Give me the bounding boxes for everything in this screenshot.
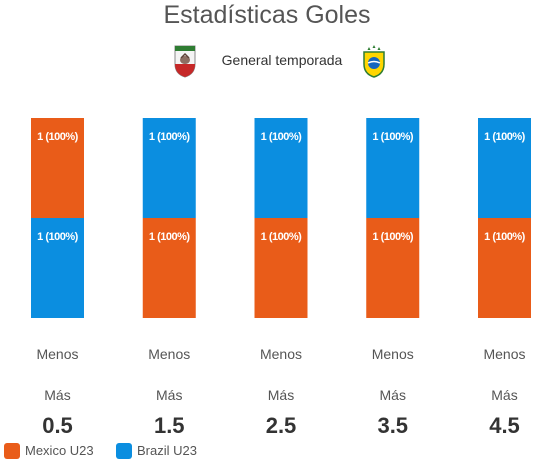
- bar-brazil-u23-3-5: [366, 118, 420, 218]
- bar-label-brazil-u23-1-5: 1 (100%): [149, 131, 190, 143]
- bar-label-brazil-u23-2-5: 1 (100%): [261, 131, 302, 143]
- bar-mexico-u23-4-5: [478, 218, 531, 318]
- bar-label-mexico-u23-0-5: 1 (100%): [37, 131, 78, 143]
- legend-swatch: [4, 443, 20, 459]
- category-bottom-label: Menos: [36, 346, 78, 362]
- x-tick-label: 3.5: [377, 413, 408, 438]
- x-tick-label: 4.5: [489, 413, 520, 438]
- x-tick-label: 2.5: [266, 413, 297, 438]
- bar-label-brazil-u23-3-5: 1 (100%): [372, 131, 413, 143]
- category-bottom-label: Menos: [372, 346, 414, 362]
- category-top-label: Más: [491, 387, 517, 403]
- category-top-label: Más: [156, 387, 182, 403]
- brazil-crest-icon: [363, 45, 385, 78]
- bar-brazil-u23-4-5: [478, 118, 531, 218]
- category-bottom-label: Menos: [483, 346, 525, 362]
- bar-label-brazil-u23-0-5: 1 (100%): [37, 231, 78, 243]
- chart-subtitle: General temporada: [221, 52, 343, 68]
- mexico-crest-icon: [174, 45, 196, 78]
- bar-mexico-u23-2-5: [254, 218, 308, 318]
- bar-label-mexico-u23-3-5: 1 (100%): [372, 231, 413, 243]
- x-tick-label: 0.5: [42, 413, 73, 438]
- x-tick-label: 1.5: [154, 413, 185, 438]
- legend-label: Brazil U23: [137, 443, 197, 458]
- category-top-label: Más: [380, 387, 406, 403]
- category-bottom-label: Menos: [148, 346, 190, 362]
- bar-label-mexico-u23-2-5: 1 (100%): [261, 231, 302, 243]
- bar-label-brazil-u23-4-5: 1 (100%): [484, 131, 525, 143]
- chart-title: Estadísticas Goles: [163, 1, 371, 29]
- bar-label-mexico-u23-4-5: 1 (100%): [484, 231, 525, 243]
- category-top-label: Más: [44, 387, 70, 403]
- bar-mexico-u23-1-5: [142, 218, 196, 318]
- bar-label-mexico-u23-1-5: 1 (100%): [149, 231, 190, 243]
- bar-mexico-u23-3-5: [366, 218, 420, 318]
- legend-swatch: [116, 443, 132, 459]
- category-top-label: Más: [268, 387, 294, 403]
- bar-brazil-u23-0-5: [31, 218, 84, 318]
- legend-label: Mexico U23: [25, 443, 94, 458]
- bar-mexico-u23-0-5: [31, 118, 84, 218]
- bar-brazil-u23-2-5: [254, 118, 308, 218]
- bar-brazil-u23-1-5: [142, 118, 196, 218]
- stacked-bar-chart: 1 (100%) 1 (100%) Menos Más 0.5 1 (100%) 1 (10…: [31, 118, 531, 438]
- category-bottom-label: Menos: [260, 346, 302, 362]
- subtitle-row: General temporada: [0, 44, 534, 78]
